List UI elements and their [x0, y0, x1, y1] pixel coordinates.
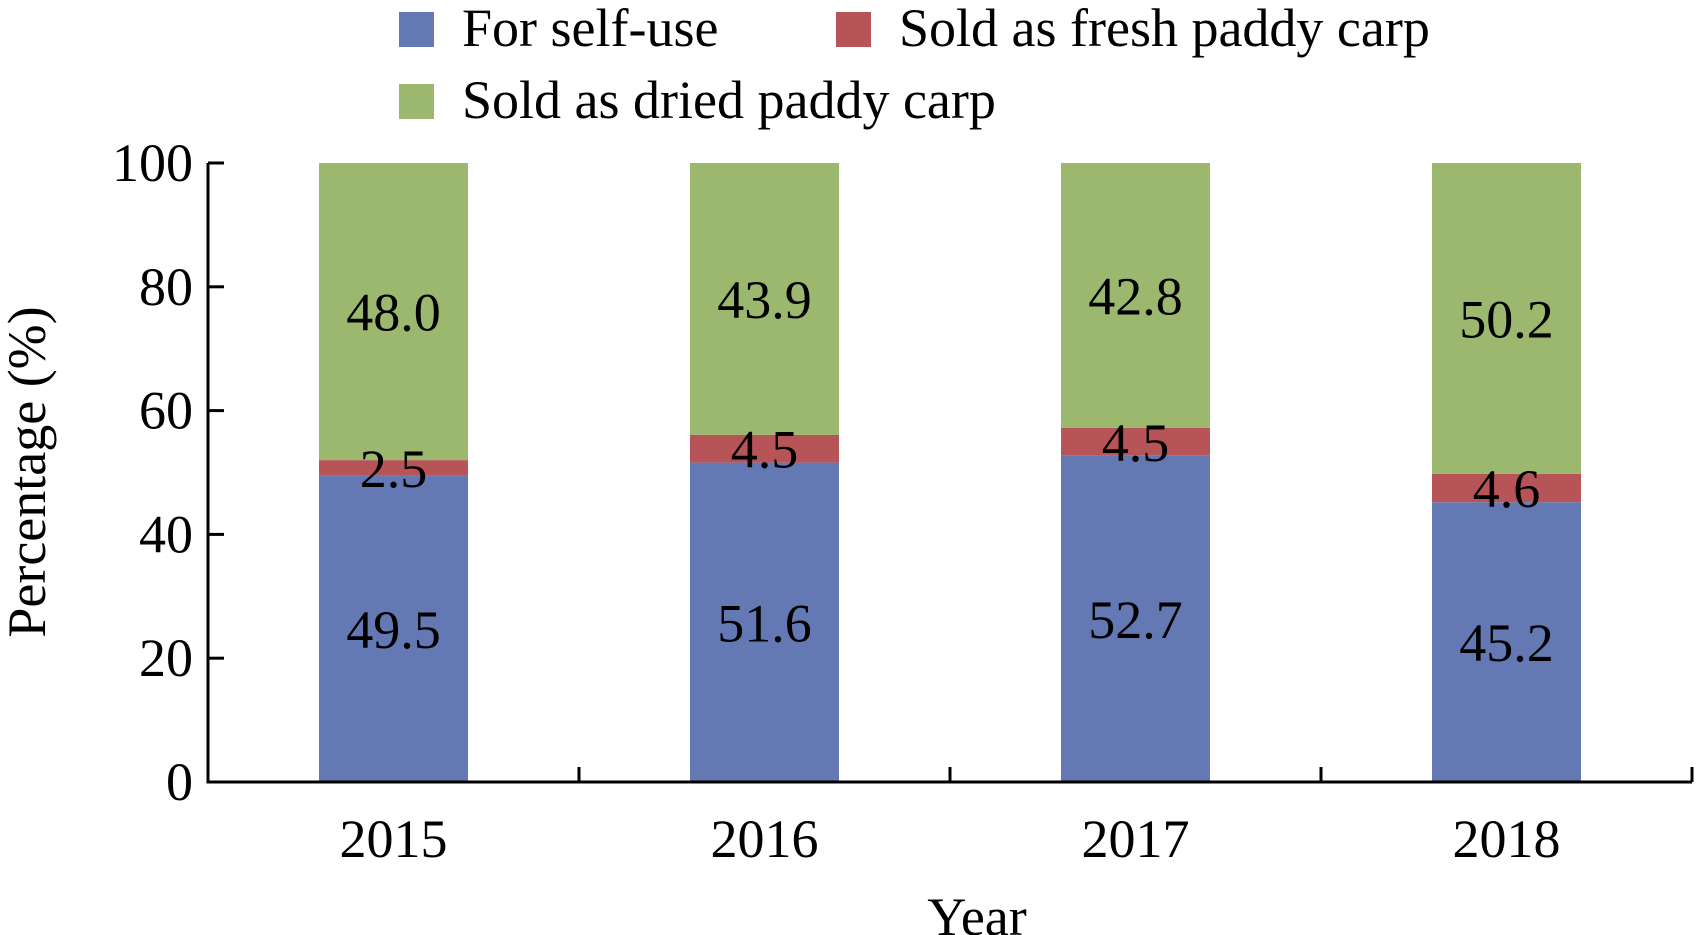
data-label: 4.5: [731, 420, 799, 480]
bars: [319, 163, 1581, 782]
x-tick-label: 2016: [711, 809, 819, 869]
legend: For self-use Sold as fresh paddy carp Sold…: [399, 0, 1430, 130]
legend-label: Sold as dried paddy carp: [462, 70, 996, 130]
data-label: 4.5: [1102, 413, 1170, 473]
x-tick-label: 2017: [1082, 809, 1190, 869]
bar-segment: [1432, 473, 1581, 503]
y-tick-label: 40: [139, 504, 193, 564]
bar-segment: [1061, 163, 1210, 428]
bar-segment: [1432, 163, 1581, 474]
bar-segment: [319, 460, 468, 476]
data-label: 51.6: [717, 593, 812, 653]
bar-segment: [1061, 455, 1210, 782]
bar-segment: [1061, 427, 1210, 456]
y-tick-label: 80: [139, 257, 193, 317]
data-label: 4.6: [1473, 459, 1541, 519]
data-label: 2.5: [360, 439, 428, 499]
y-tick-label: 20: [139, 628, 193, 688]
x-axis-title: Year: [927, 887, 1027, 935]
legend-swatch: [836, 12, 871, 47]
data-label: 42.8: [1088, 266, 1183, 326]
bar-segment: [1432, 502, 1581, 782]
y-tick-label: 0: [166, 752, 193, 812]
bar-segment: [690, 462, 839, 782]
x-tick-label: 2018: [1453, 809, 1561, 869]
y-ticks: 0 20 40 60 80 100: [112, 133, 224, 812]
bar-segment: [690, 434, 839, 463]
y-tick-label: 60: [139, 381, 193, 441]
bar-segment: [319, 475, 468, 782]
x-tick-label: 2015: [340, 809, 448, 869]
bar-segment: [690, 163, 839, 435]
y-tick-label: 100: [112, 133, 193, 193]
data-label: 49.5: [346, 600, 441, 660]
legend-label: For self-use: [462, 0, 718, 58]
data-label: 48.0: [346, 283, 441, 343]
data-label: 52.7: [1088, 590, 1183, 650]
legend-label: Sold as fresh paddy carp: [899, 0, 1430, 58]
x-ticks: 2015 2016 2017 2018: [340, 767, 1694, 869]
data-label: 50.2: [1459, 289, 1554, 349]
data-label: 43.9: [717, 270, 812, 330]
data-label: 45.2: [1459, 613, 1554, 673]
y-axis-title: Percentage (%): [0, 306, 57, 637]
value-labels: 49.5 2.5 48.0 51.6 4.5 43.9 52.7 4.5 42.8 45.2 4.6…: [346, 266, 1554, 673]
bar-segment: [319, 163, 468, 461]
legend-swatch: [399, 12, 434, 47]
legend-swatch: [399, 84, 434, 119]
